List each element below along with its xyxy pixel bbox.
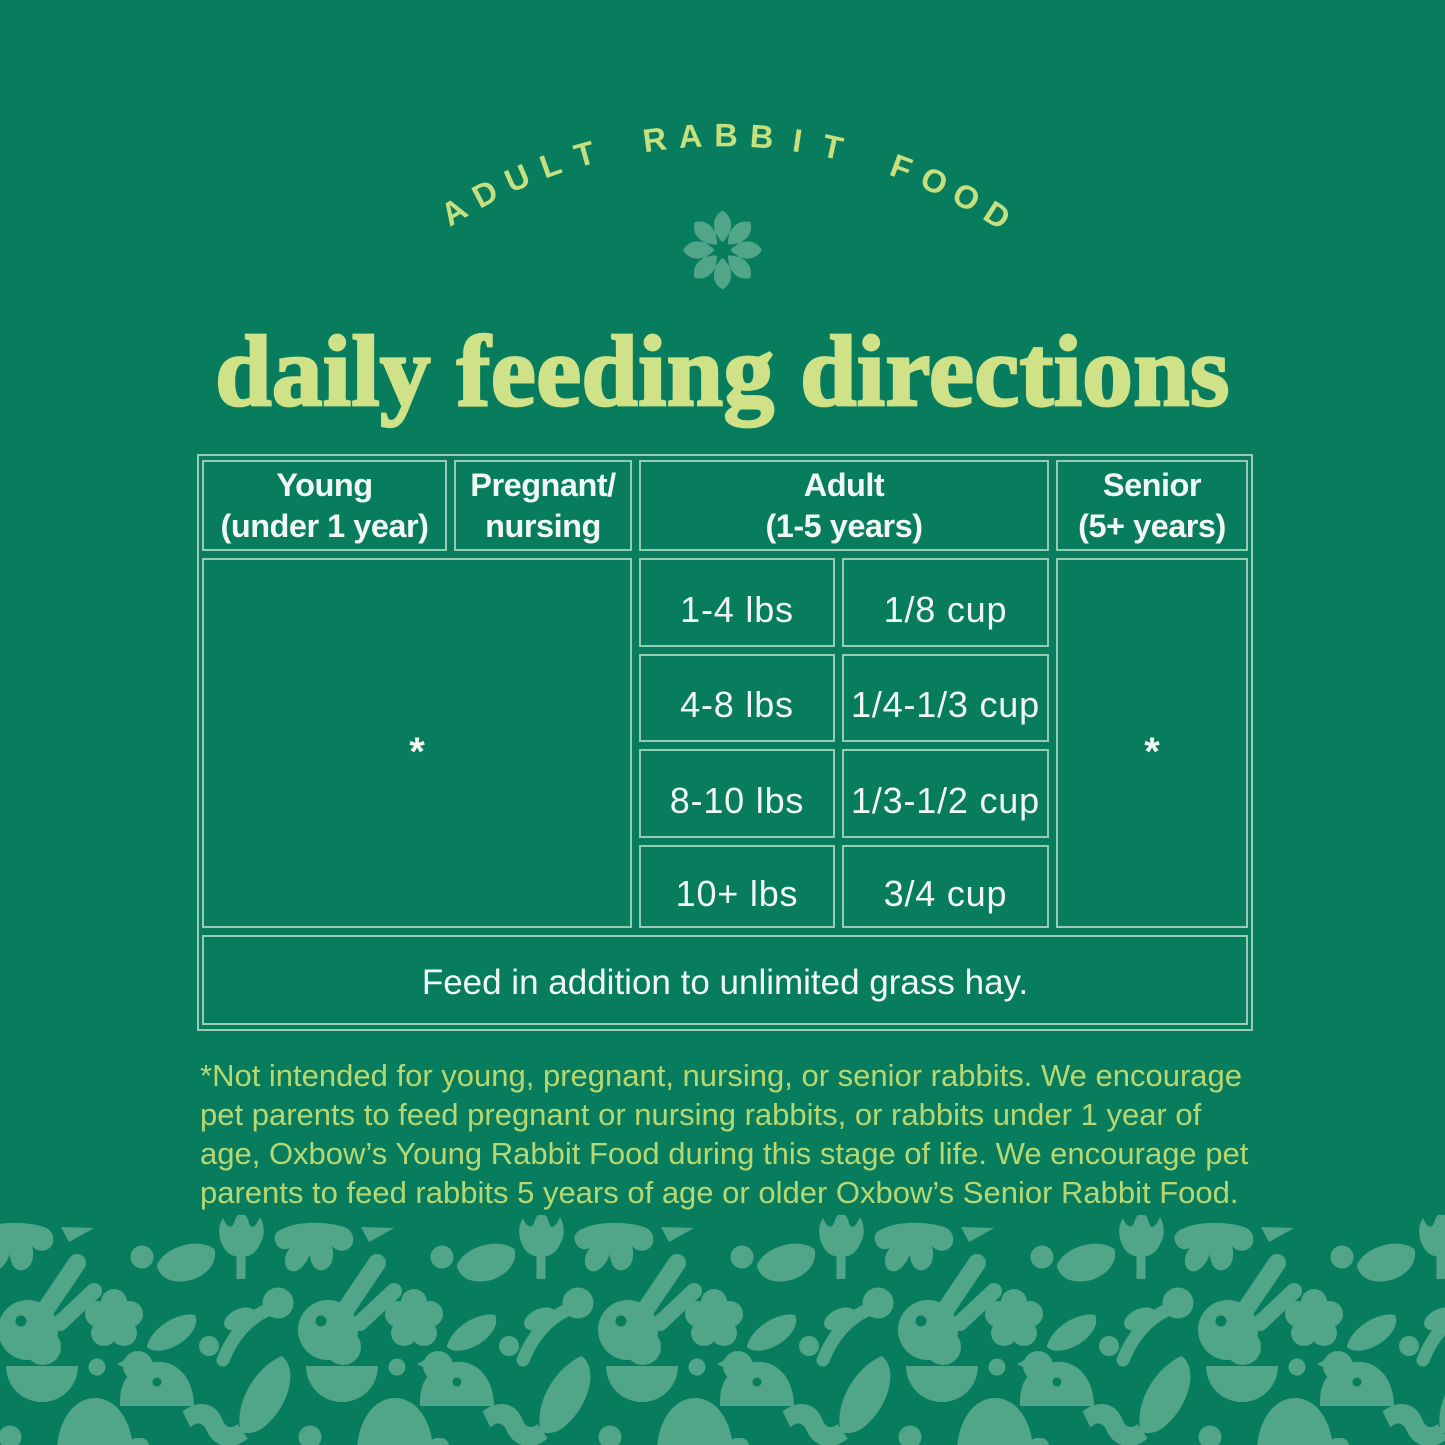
svg-text:A: A xyxy=(435,190,474,233)
svg-text:O: O xyxy=(947,175,986,219)
svg-text:B: B xyxy=(714,117,738,153)
svg-text:L: L xyxy=(535,145,566,186)
svg-text:R: R xyxy=(641,120,669,159)
svg-text:I: I xyxy=(790,122,804,159)
svg-text:F: F xyxy=(886,147,917,188)
svg-text:B: B xyxy=(749,118,775,156)
svg-text:O: O xyxy=(915,160,953,203)
svg-text:T: T xyxy=(819,128,846,167)
svg-text:T: T xyxy=(570,134,599,174)
svg-text:A: A xyxy=(677,118,703,155)
svg-text:U: U xyxy=(499,157,535,199)
svg-text:D: D xyxy=(466,172,504,215)
svg-text:D: D xyxy=(977,194,1016,237)
